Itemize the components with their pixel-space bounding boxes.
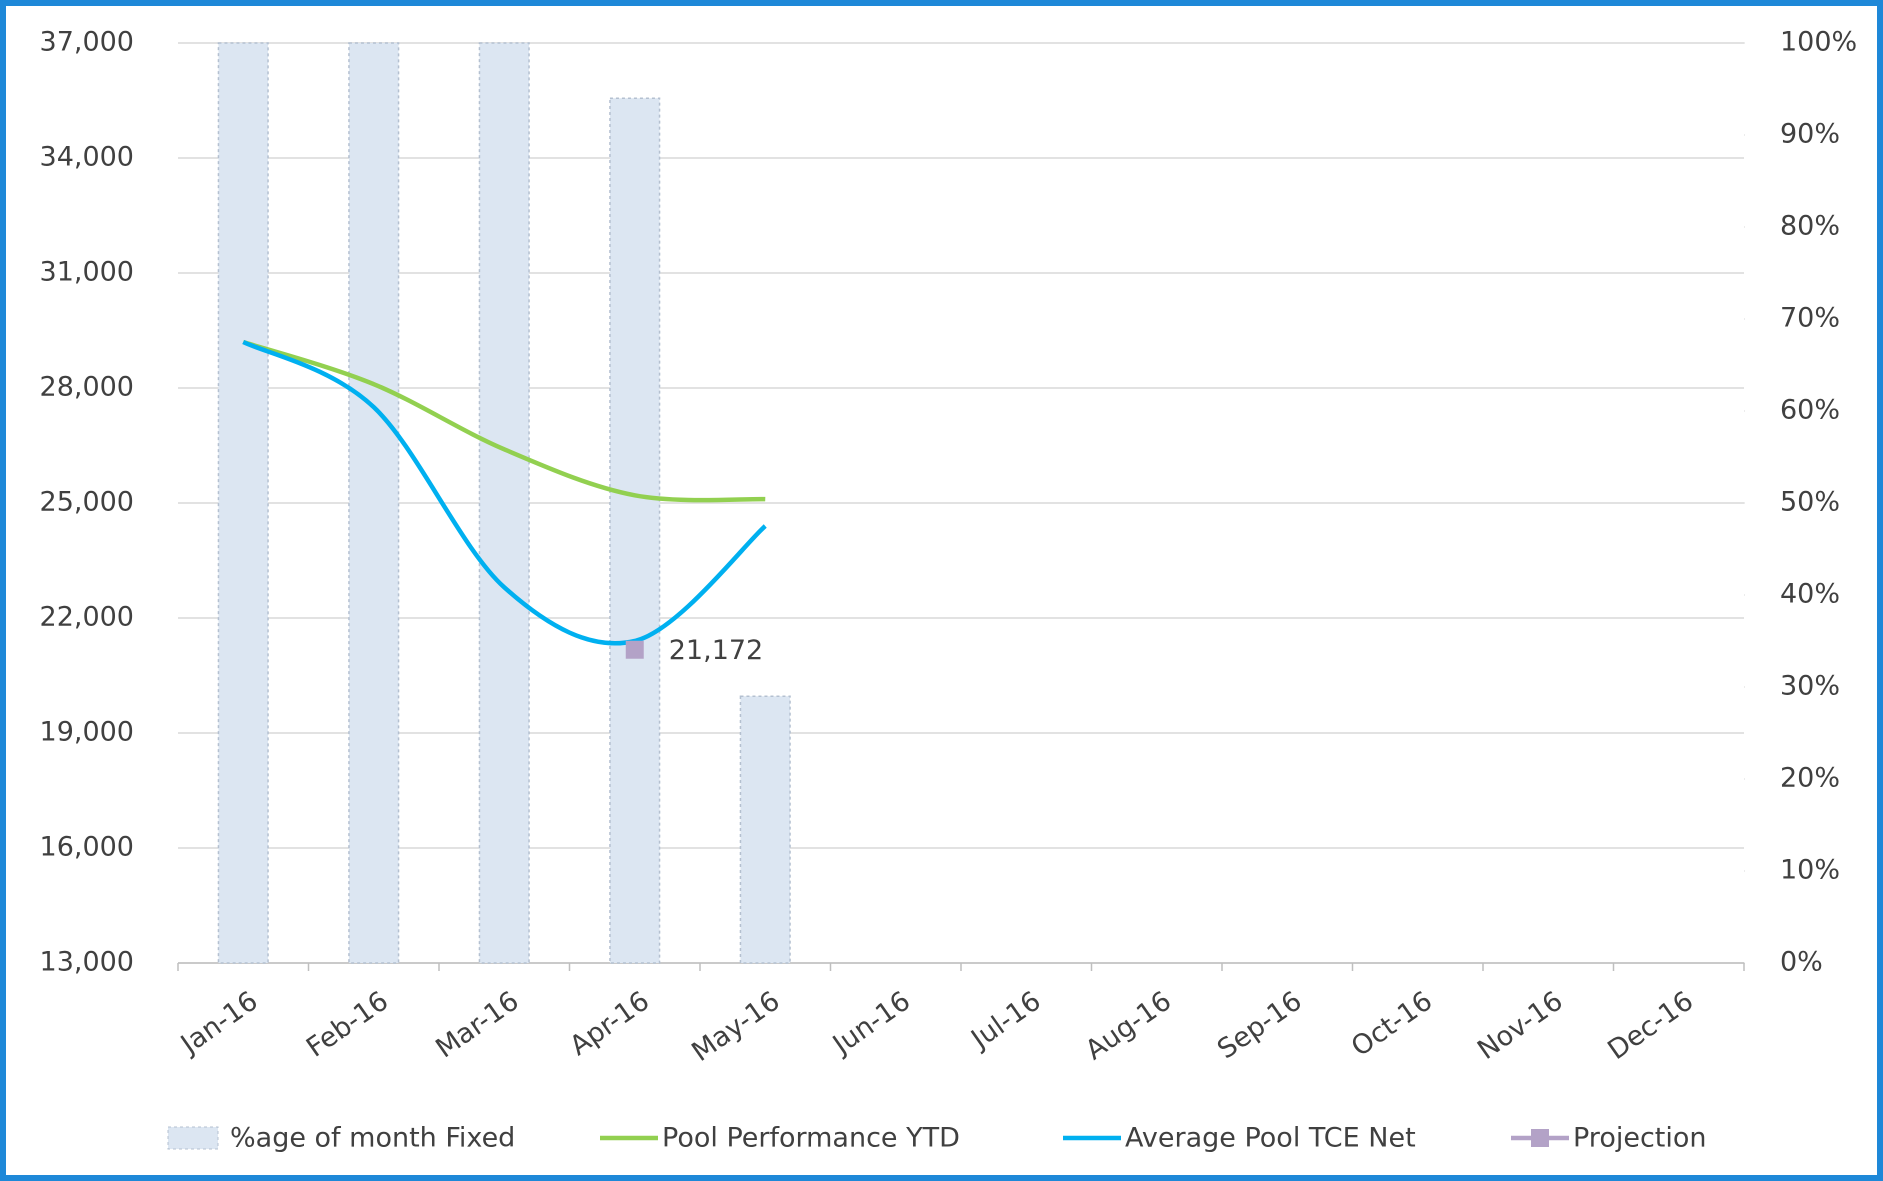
y-tick-label: 19,000 xyxy=(40,717,134,748)
bar xyxy=(739,695,791,964)
legend-label: %age of month Fixed xyxy=(230,1123,515,1154)
y-tick-label: 16,000 xyxy=(40,832,134,863)
y2-tick-label: 30% xyxy=(1780,671,1840,702)
y2-tick-label: 70% xyxy=(1780,303,1840,334)
data-label: 21,172 xyxy=(669,635,763,666)
y2-tick-label: 100% xyxy=(1780,27,1857,58)
bar xyxy=(478,42,530,964)
bar xyxy=(217,42,269,964)
legend-label: Pool Performance YTD xyxy=(662,1123,960,1154)
y-tick-label: 13,000 xyxy=(40,947,134,978)
y2-tick-label: 80% xyxy=(1780,211,1840,242)
line xyxy=(242,339,767,646)
y2-tick-label: 0% xyxy=(1780,947,1823,978)
y-tick-label: 25,000 xyxy=(40,487,134,518)
y-tick-label: 37,000 xyxy=(40,27,134,58)
marker xyxy=(625,640,644,659)
y-tick-label: 31,000 xyxy=(40,257,134,288)
y2-tick-label: 20% xyxy=(1780,763,1840,794)
y2-tick-label: 10% xyxy=(1780,855,1840,886)
bar xyxy=(609,97,661,964)
y-tick-label: 34,000 xyxy=(40,142,134,173)
y2-tick-label: 60% xyxy=(1780,395,1840,426)
legend-swatch xyxy=(167,1126,219,1150)
bar xyxy=(348,42,400,964)
line xyxy=(242,339,766,503)
legend-marker xyxy=(1531,1129,1549,1147)
y-tick-label: 22,000 xyxy=(40,602,134,633)
legend-label: Average Pool TCE Net xyxy=(1125,1123,1416,1154)
y-tick-label: 28,000 xyxy=(40,372,134,403)
legend-label: Projection xyxy=(1573,1123,1707,1154)
y2-tick-label: 90% xyxy=(1780,119,1840,150)
y2-tick-label: 40% xyxy=(1780,579,1840,610)
y2-tick-label: 50% xyxy=(1780,487,1840,518)
